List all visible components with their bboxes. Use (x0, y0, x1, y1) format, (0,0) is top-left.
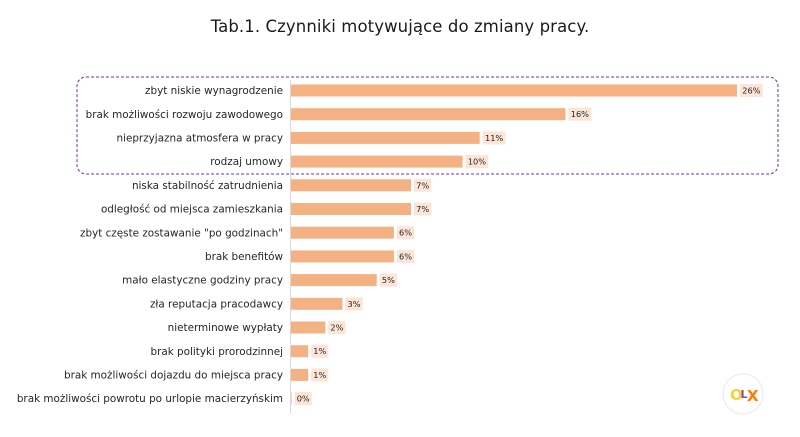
data-label-background (311, 368, 329, 382)
data-label-background (414, 202, 432, 216)
data-label-background (311, 344, 329, 358)
category-label: zła reputacja pracodawcy (150, 298, 283, 310)
olx-logo-letter-l: L (741, 388, 748, 401)
bar (291, 108, 566, 121)
category-label: nieterminowe wypłaty (168, 322, 283, 334)
data-label: 26% (742, 86, 760, 96)
category-label: zbyt częste zostawanie "po godzinach" (80, 227, 283, 239)
data-label: 2% (330, 323, 343, 333)
data-label-background (568, 107, 592, 121)
data-label: 10% (468, 157, 486, 167)
bar (291, 203, 412, 215)
bar (291, 226, 394, 239)
data-label-background (396, 226, 415, 240)
bar (291, 297, 343, 310)
data-label: 3% (348, 299, 361, 309)
bar (291, 179, 412, 192)
category-label: brak benefitów (205, 251, 283, 263)
bar (291, 131, 480, 144)
data-label: 1% (313, 346, 326, 356)
category-label: niska stabilność zatrudnienia (132, 180, 283, 192)
chart-title: Tab.1. Czynniki motywujące do zmiany pra… (210, 17, 590, 36)
data-label-background (396, 249, 415, 263)
category-label: brak możliwości powrotu po urlopie macie… (17, 393, 283, 405)
bar (291, 274, 377, 287)
category-label: brak możliwości rozwoju zawodowego (86, 109, 283, 121)
data-label-background (465, 155, 489, 169)
category-label: zbyt niskie wynagrodzenie (145, 85, 283, 97)
data-label-background (414, 178, 432, 192)
data-label-background (328, 321, 346, 334)
category-label: rodzaj umowy (210, 156, 283, 168)
data-label: 16% (571, 109, 589, 119)
data-label: 1% (313, 370, 326, 380)
data-label: 7% (416, 204, 429, 214)
data-label: 5% (382, 275, 395, 285)
category-label: mało elastyczne godziny pracy (122, 275, 283, 287)
category-label: brak polityki prorodzinnej (151, 346, 284, 358)
olx-logo: O L X (722, 373, 764, 415)
bar (291, 368, 309, 381)
category-label: nieprzyjazna atmosfera w pracy (116, 133, 283, 145)
data-label-background (482, 131, 506, 145)
bar (291, 392, 292, 405)
data-label: 6% (399, 251, 412, 261)
category-label: odległość od miejsca zamieszkania (101, 204, 283, 216)
olx-logo-letter-o: O (730, 386, 743, 404)
olx-logo-letter-x: X (747, 387, 759, 405)
data-label-background (345, 297, 363, 311)
data-label-background (379, 273, 397, 287)
data-label: 0% (297, 394, 310, 404)
data-label: 11% (485, 133, 503, 143)
bar (291, 250, 394, 263)
highlight-frame (76, 76, 779, 175)
bar (291, 321, 326, 334)
bar (291, 84, 737, 97)
bar (291, 345, 309, 358)
data-label-background (740, 84, 763, 97)
data-label: 7% (416, 180, 429, 190)
data-label: 6% (399, 228, 412, 238)
bar (291, 155, 463, 168)
bars-layer: zbyt niskie wynagrodzenie 26% brak możliwo… (17, 84, 763, 405)
data-label-background (294, 392, 312, 406)
category-label: brak możliwości dojazdu do miejsca pracy (64, 370, 283, 382)
